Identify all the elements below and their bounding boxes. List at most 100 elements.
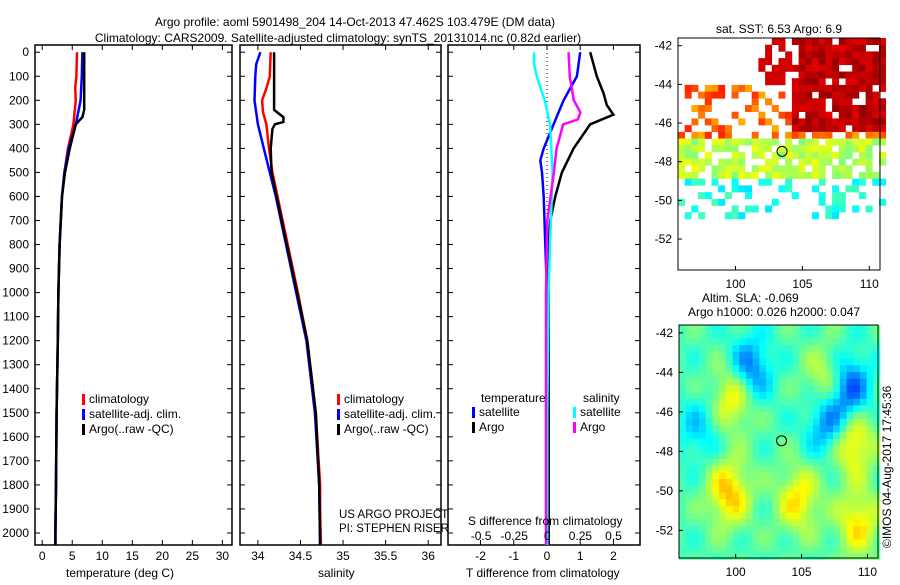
- map-cell: [806, 425, 814, 433]
- map-cell: [806, 418, 814, 426]
- map-cell: [872, 38, 880, 45]
- map-cell: [698, 145, 706, 153]
- map-cell: [799, 351, 807, 359]
- map-cell: [865, 98, 873, 106]
- map-cell: [873, 325, 881, 332]
- legend-label: satellite: [580, 405, 621, 419]
- map-cell: [732, 479, 740, 487]
- map-cell: [746, 412, 753, 420]
- map-cell: [772, 398, 780, 406]
- map-cell: [825, 51, 833, 59]
- map-cell: [879, 58, 886, 66]
- map-cell: [833, 465, 841, 473]
- map-cell: [813, 505, 820, 513]
- map-cell: [819, 418, 827, 426]
- map-cell: [779, 405, 787, 413]
- map-cell: [792, 485, 800, 493]
- map-cell: [705, 351, 713, 359]
- map-cell: [845, 185, 853, 193]
- map-cell: [873, 385, 881, 393]
- map-cell: [685, 492, 693, 500]
- map-cell: [705, 499, 713, 507]
- map-cell: [846, 499, 854, 507]
- map-cell: [725, 492, 733, 500]
- map-cell: [678, 165, 685, 173]
- map-cell: [712, 338, 720, 346]
- map-cell: [792, 459, 800, 466]
- map-cell: [853, 479, 861, 487]
- map-cell: [738, 138, 746, 146]
- map-cell: [866, 378, 874, 386]
- map-cell: [818, 158, 826, 166]
- map-cell: [692, 492, 700, 500]
- map-cell: [732, 512, 740, 520]
- map-cell: [786, 345, 794, 353]
- map-cell: [806, 358, 814, 366]
- map-cell: [852, 105, 860, 112]
- map-cell: [766, 378, 774, 386]
- map-cell: [866, 492, 874, 500]
- map-cell: [826, 539, 834, 547]
- map-cell: [859, 365, 867, 373]
- map-cell: [719, 512, 727, 520]
- map-cell: [805, 138, 813, 146]
- map-cell: [838, 44, 846, 52]
- map-cell: [805, 158, 813, 166]
- map-cell: [859, 371, 867, 379]
- map-cell: [812, 185, 819, 193]
- map-cell: [799, 472, 807, 480]
- map-cell: [724, 158, 732, 166]
- map-cell: [772, 519, 780, 527]
- map-cell: [859, 445, 867, 453]
- map-cell: [865, 145, 873, 153]
- map-cell: [778, 78, 786, 86]
- map-cell: [691, 151, 699, 159]
- map-cell: [873, 412, 881, 420]
- map-cell: [698, 131, 706, 139]
- map-cell: [725, 465, 733, 473]
- legend-label: satellite-adj. clim.: [344, 407, 436, 421]
- map-cell: [752, 418, 760, 426]
- map-cell: [806, 412, 814, 420]
- map-cell: [792, 552, 800, 560]
- map-cell: [739, 325, 747, 332]
- map-cell: [792, 512, 800, 520]
- map-cell: [725, 472, 733, 480]
- map-cell: [839, 552, 847, 560]
- map-cell: [739, 526, 747, 533]
- map-cell: [806, 459, 814, 466]
- map-cell: [833, 519, 841, 527]
- map-cell: [692, 418, 700, 426]
- map-cell: [859, 412, 867, 420]
- map-cell: [739, 405, 747, 413]
- map-cell: [692, 425, 700, 433]
- map-cell: [766, 371, 774, 379]
- lat-tick-label: -42: [655, 39, 673, 53]
- map-cell: [853, 459, 861, 466]
- map-cell: [779, 532, 787, 540]
- map-cell: [685, 505, 693, 513]
- map-cell: [685, 358, 693, 366]
- map-cell: [798, 38, 806, 45]
- map-cell: [759, 345, 767, 353]
- map-cell: [705, 438, 713, 446]
- map-cell: [711, 138, 719, 146]
- map-cell: [792, 499, 800, 507]
- map-cell: [812, 111, 819, 119]
- map-cell: [725, 479, 733, 487]
- map-cell: [806, 325, 814, 332]
- map-cell: [746, 392, 753, 399]
- map-cell: [866, 351, 874, 359]
- map-cell: [826, 371, 834, 379]
- map-cell: [838, 192, 846, 200]
- map-cell: [845, 111, 853, 119]
- map-cell: [812, 118, 819, 126]
- map-cell: [799, 338, 807, 346]
- map-cell: [699, 532, 707, 540]
- map-cell: [786, 358, 794, 366]
- map-cell: [805, 172, 813, 179]
- map-cell: [771, 78, 779, 86]
- map-cell: [839, 392, 847, 399]
- map-cell: [806, 378, 814, 386]
- map-cell: [818, 145, 826, 153]
